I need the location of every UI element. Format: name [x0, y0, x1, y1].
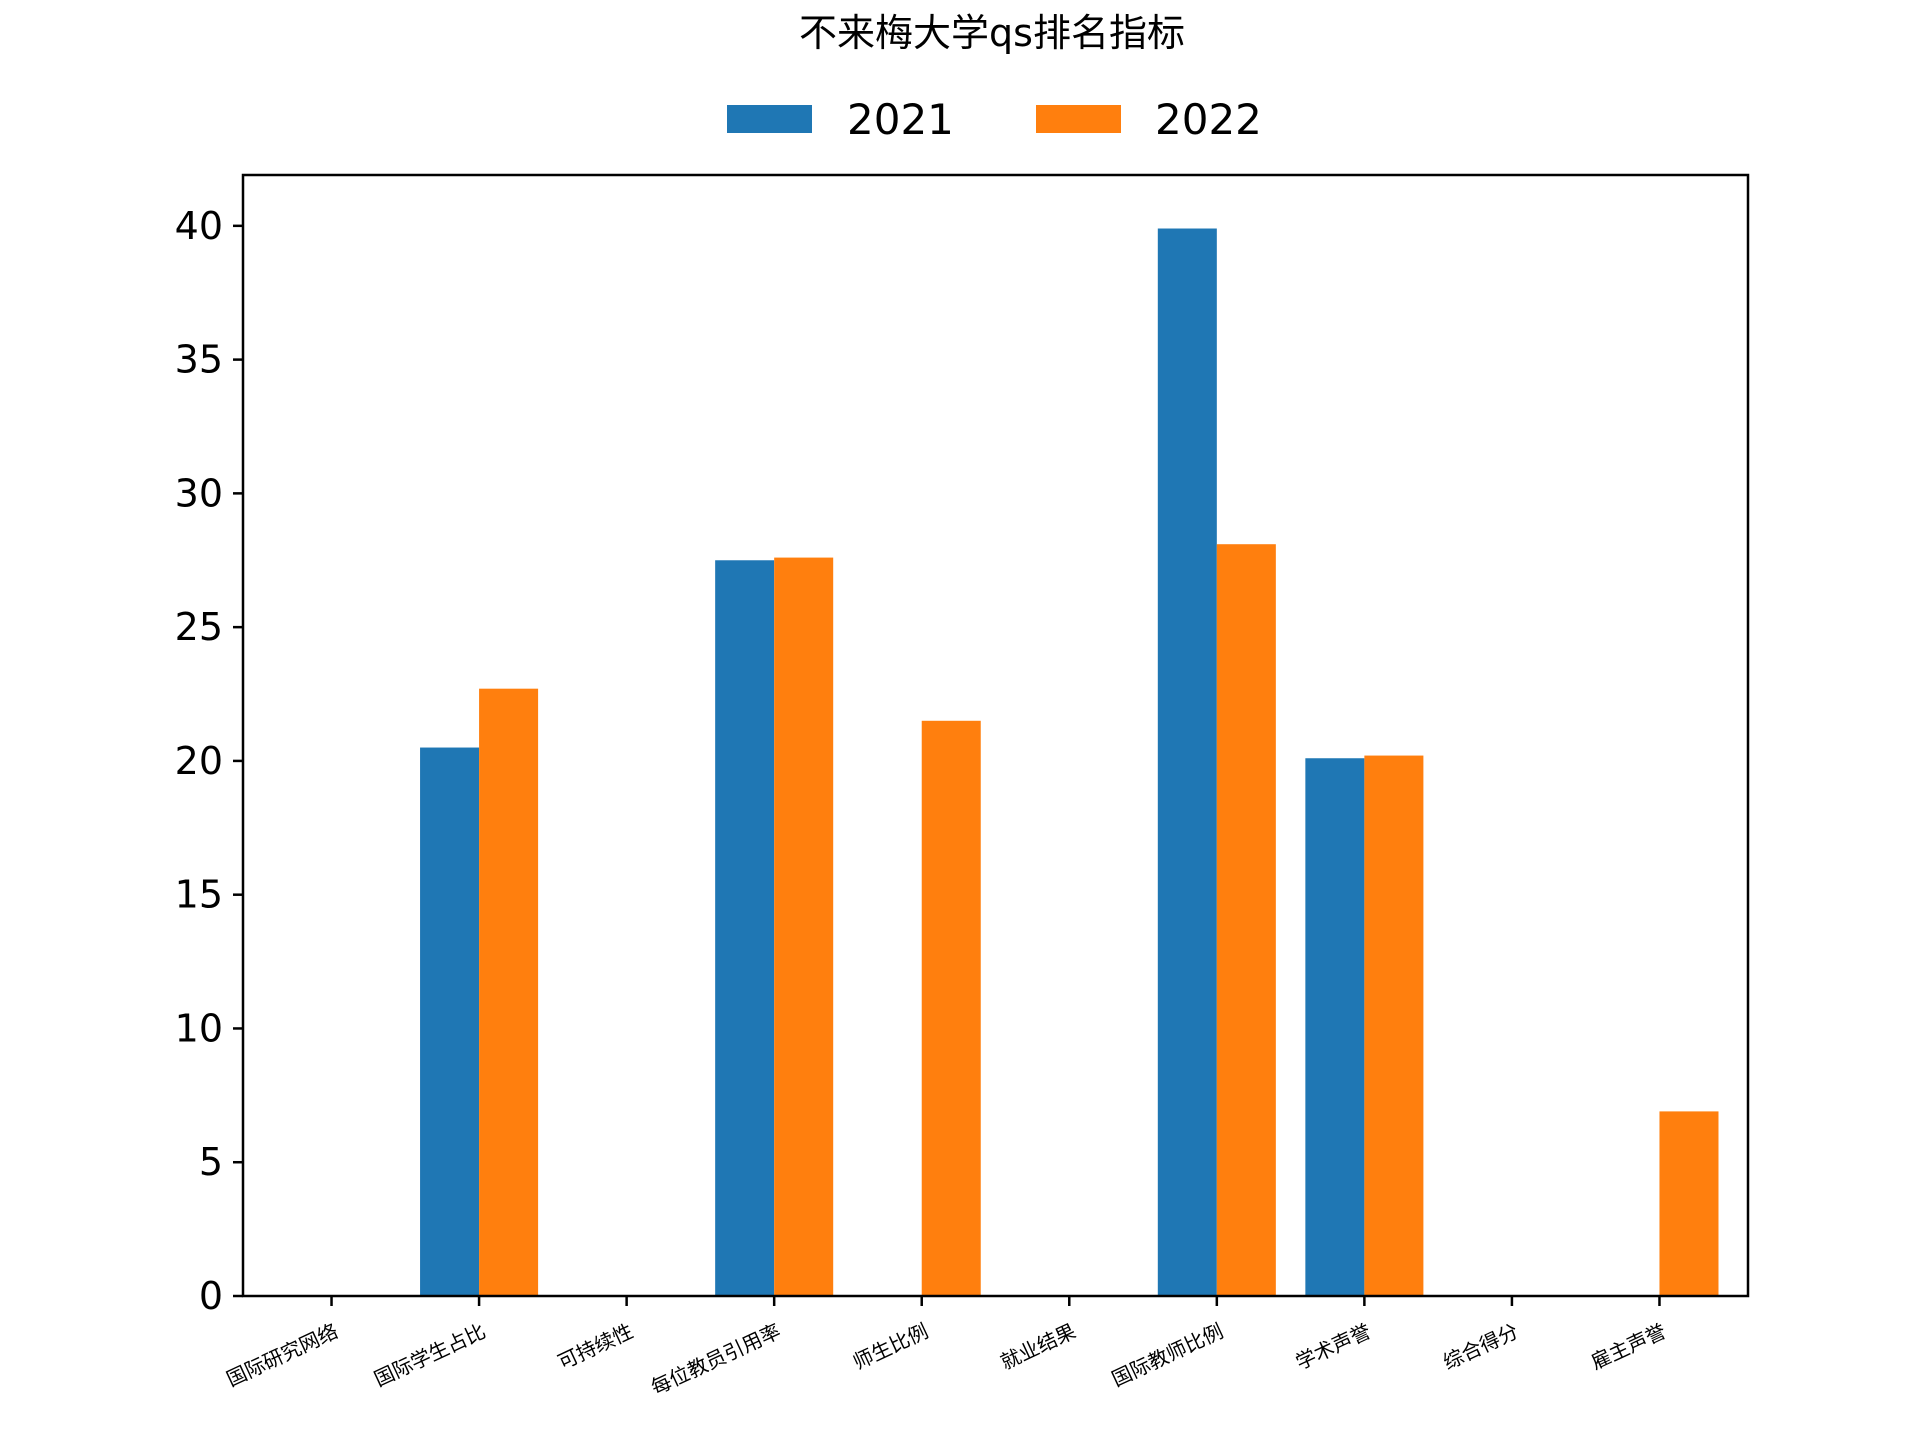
- legend-swatch-2021: [727, 105, 812, 133]
- x-tick-label: 国际学生占比: [370, 1319, 489, 1391]
- x-tick-label: 师生比例: [849, 1319, 932, 1375]
- bar-2021-国际教师比例: [1157, 228, 1217, 1297]
- legend-label-2021: 2021: [847, 95, 954, 144]
- bar-2021-学术声誉: [1305, 758, 1365, 1296]
- legend-swatch-2022: [1036, 105, 1121, 133]
- plot-frame: [241, 173, 1750, 1298]
- x-tick-label: 国际研究网络: [223, 1319, 342, 1391]
- bar-2022-雇主声誉: [1659, 1111, 1719, 1296]
- bars: [420, 228, 1719, 1297]
- y-tick-label: 0: [199, 1274, 223, 1318]
- x-tick-label: 学术声誉: [1292, 1319, 1375, 1375]
- legend: 2021 2022: [727, 95, 1262, 144]
- legend-label-2022: 2022: [1155, 95, 1262, 144]
- y-tick-label: 25: [175, 605, 223, 649]
- x-tick-label: 可持续性: [554, 1319, 637, 1375]
- bar-2022-国际学生占比: [479, 688, 539, 1296]
- x-axis: 国际研究网络 国际学生占比 可持续性 每位教员引用率 师生比例 就业结果 国际教师比例 学术声…: [223, 1296, 1670, 1400]
- x-tick-label: 雇主声誉: [1587, 1319, 1670, 1375]
- y-axis: 0 5 10 15 20 25 30 35 40: [175, 204, 243, 1318]
- x-tick-label: 就业结果: [997, 1319, 1080, 1375]
- y-tick-label: 10: [175, 1006, 223, 1050]
- bar-2021-每位教员引用率: [715, 560, 775, 1296]
- y-tick-label: 40: [175, 204, 223, 248]
- x-tick-label: 综合得分: [1439, 1319, 1522, 1375]
- y-tick-label: 5: [199, 1140, 223, 1184]
- y-tick-label: 20: [175, 739, 223, 783]
- chart-title: 不来梅大学qs排名指标: [799, 11, 1185, 55]
- y-tick-label: 35: [175, 338, 223, 382]
- bar-2022-师生比例: [921, 720, 981, 1296]
- x-tick-label: 每位教员引用率: [647, 1319, 784, 1400]
- bar-2022-国际教师比例: [1216, 544, 1276, 1296]
- y-tick-label: 15: [175, 873, 223, 917]
- bar-2022-每位教员引用率: [774, 557, 834, 1296]
- y-tick-label: 30: [175, 471, 223, 515]
- bar-2021-国际学生占比: [420, 747, 480, 1296]
- x-tick-label: 国际教师比例: [1108, 1319, 1227, 1391]
- bar-2022-学术声誉: [1364, 755, 1424, 1296]
